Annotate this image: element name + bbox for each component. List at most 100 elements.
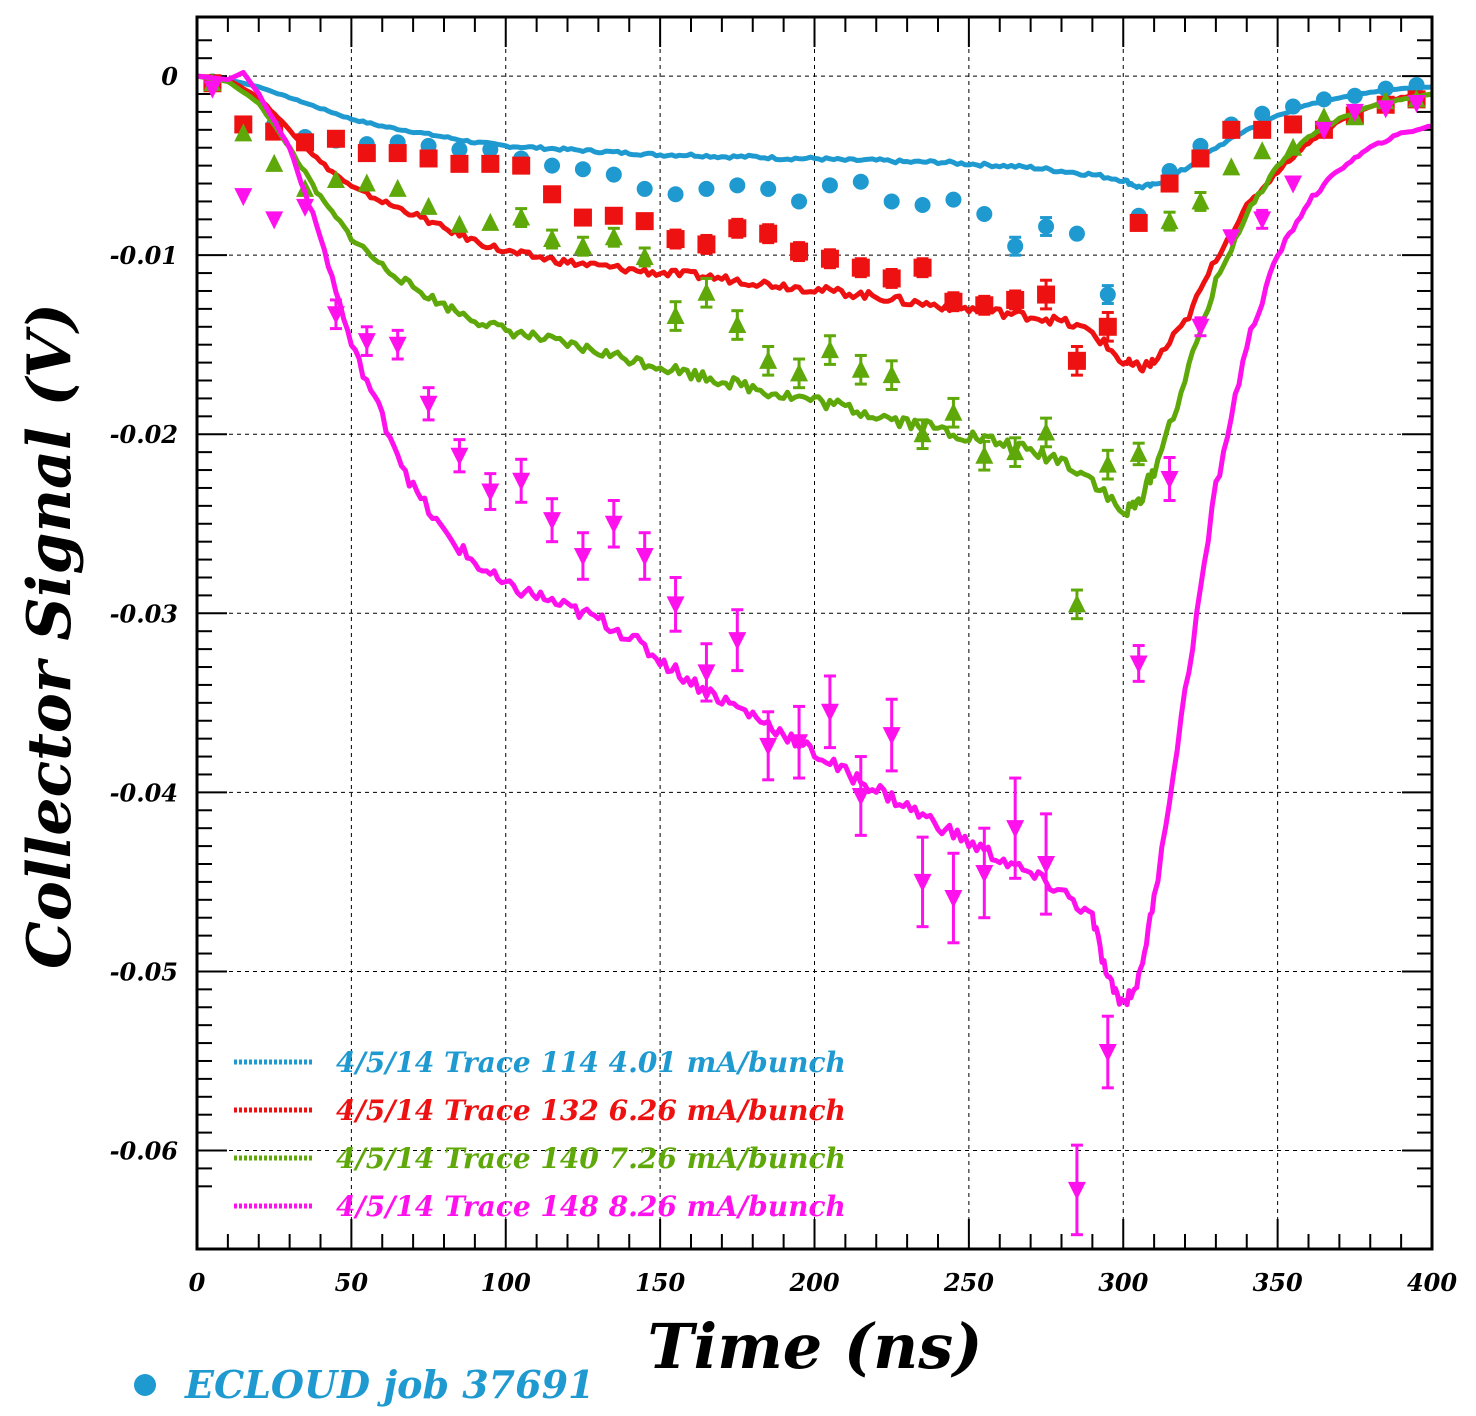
simulation-label: ECLOUD job 37691 (184, 1362, 594, 1407)
data-point (388, 178, 407, 197)
data-point (604, 227, 623, 246)
series-2 (196, 73, 1433, 377)
data-point (512, 207, 531, 226)
data-point (1037, 422, 1056, 441)
data-point (1068, 225, 1085, 242)
legend: 4/5/14 Trace 114 4.01 mA/bunch 4/5/14 Tra… (234, 1046, 846, 1223)
data-point (790, 363, 809, 382)
data-point (759, 737, 778, 756)
series-3 (196, 73, 1433, 621)
data-point (326, 129, 345, 148)
data-point (975, 296, 994, 315)
data-point (1284, 115, 1303, 134)
data-point (544, 157, 561, 174)
series-4 (196, 69, 1433, 1237)
data-point (573, 208, 592, 227)
data-point (851, 359, 870, 378)
y-tick-label: -0.02 (110, 420, 178, 449)
data-point (1222, 229, 1241, 248)
x-tick-label: 400 (1407, 1268, 1457, 1297)
data-point (697, 282, 716, 301)
data-point (1006, 290, 1025, 309)
data-point (698, 180, 715, 197)
data-point (481, 212, 500, 231)
data-point (728, 219, 747, 238)
data-point (296, 198, 315, 217)
data-point (1099, 286, 1116, 303)
data-point (636, 180, 653, 197)
data-point (666, 230, 685, 249)
data-point (1007, 238, 1024, 255)
legend-label: 4/5/14 Trace 140 7.26 mA/bunch (336, 1142, 846, 1175)
data-point (234, 123, 253, 142)
data-point (944, 402, 963, 421)
data-point (820, 249, 839, 268)
data-point (450, 447, 469, 466)
data-point (820, 703, 839, 722)
data-point (326, 306, 345, 325)
data-point (976, 205, 993, 222)
data-point (1098, 1044, 1117, 1063)
data-point (1037, 856, 1056, 874)
data-point (1222, 157, 1241, 176)
y-tick-label: -0.04 (110, 778, 178, 807)
data-point (1253, 120, 1272, 139)
data-point (882, 269, 901, 288)
data-point (851, 787, 870, 806)
measured-trace-line (196, 73, 1433, 374)
legend-label: 4/5/14 Trace 114 4.01 mA/bunch (336, 1046, 846, 1079)
data-point (1129, 443, 1148, 462)
data-point (1254, 105, 1271, 122)
data-point (1067, 1181, 1086, 1200)
data-point (481, 154, 500, 173)
data-point (388, 336, 407, 355)
data-point (1284, 175, 1303, 194)
data-point (851, 258, 870, 277)
data-point (1191, 318, 1210, 337)
y-tick-label: 0 (161, 62, 178, 91)
data-point (451, 141, 468, 158)
data-point (1315, 91, 1332, 108)
data-point (667, 186, 684, 203)
data-point (975, 864, 994, 883)
data-point (1284, 137, 1303, 156)
data-point (697, 664, 716, 683)
data-point (1129, 213, 1148, 232)
x-tick-label: 100 (481, 1268, 531, 1297)
data-point (1098, 317, 1117, 336)
x-tick-label: 300 (1098, 1268, 1148, 1297)
data-point (604, 206, 623, 225)
data-point (357, 333, 376, 352)
data-point (1037, 285, 1056, 304)
data-point (1160, 174, 1179, 193)
data-point (1253, 211, 1272, 230)
x-tick-label: 200 (788, 1268, 839, 1297)
measured-trace-line (196, 73, 1433, 191)
data-point (759, 224, 778, 243)
data-point (1345, 103, 1364, 122)
data-point (1222, 120, 1241, 139)
y-tick-label: -0.03 (110, 599, 178, 628)
data-point (944, 292, 963, 311)
data-point (1098, 454, 1117, 473)
plot-frame (195, 15, 1434, 1251)
data-point (728, 315, 747, 333)
data-point (790, 242, 809, 261)
data-point (1408, 77, 1425, 94)
data-point (666, 306, 685, 325)
data-point (1377, 80, 1394, 97)
data-point (1067, 351, 1086, 370)
data-point (1191, 149, 1210, 168)
data-point (543, 512, 562, 531)
data-point (1006, 820, 1025, 839)
data-point (326, 169, 345, 188)
x-tick-label: 0 (189, 1268, 206, 1297)
data-point (450, 154, 469, 173)
data-point (635, 246, 654, 265)
data-point (729, 177, 746, 194)
data-point (1191, 191, 1210, 210)
data-point (1314, 107, 1333, 126)
data-point (1346, 87, 1363, 104)
data-point (482, 141, 499, 158)
